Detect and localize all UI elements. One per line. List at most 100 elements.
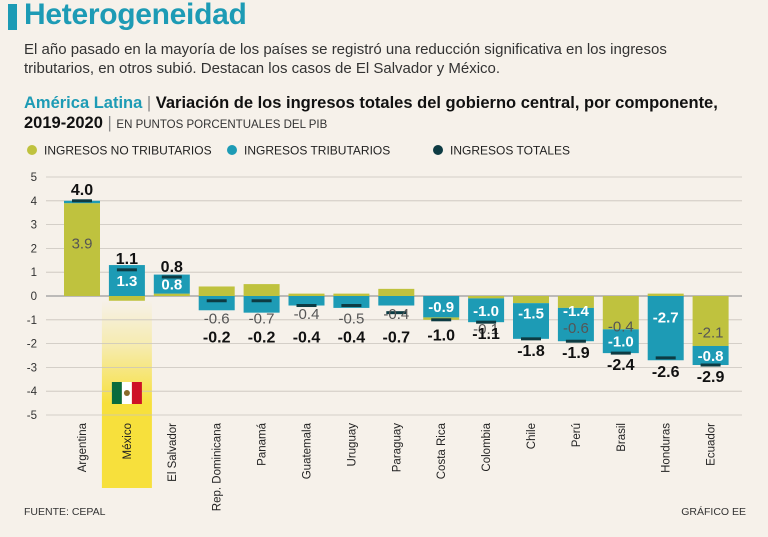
x-tick-label: Ecuador	[706, 423, 718, 466]
label-tributarios: -0.9	[428, 299, 454, 316]
bar-no-tributarios	[468, 296, 505, 299]
legend-tributarios-swatch	[227, 145, 237, 155]
label-tributarios: 1.3	[116, 273, 137, 290]
bar-no-tributarios	[243, 284, 280, 296]
bar-tributarios	[468, 298, 505, 323]
label-total: 4.0	[71, 182, 93, 199]
y-tick-label: 3	[31, 220, 37, 232]
total-marker	[72, 199, 92, 203]
total-marker	[655, 356, 676, 360]
label-total: -0.4	[338, 330, 366, 347]
page-subtitle: El año pasado en la mayoría de los paíse…	[24, 41, 667, 77]
total-marker	[700, 363, 721, 367]
total-marker	[341, 304, 362, 308]
bar-tributarios	[198, 296, 235, 311]
label-total: -2.6	[652, 364, 680, 381]
label-tributarios: -0.6	[204, 311, 230, 328]
bar-tributarios	[423, 296, 460, 318]
x-tick-label: Argentina	[77, 422, 89, 472]
x-tick-label: México	[122, 423, 134, 459]
bar-tributarios	[288, 296, 325, 306]
y-tick-label: -1	[27, 315, 37, 327]
total-marker	[565, 339, 586, 343]
label-total: -2.4	[607, 357, 635, 374]
legend-totales-swatch	[433, 145, 443, 155]
y-tick-label: -2	[27, 339, 37, 351]
chart-region: América Latina	[24, 94, 143, 112]
label-total: -0.4	[293, 330, 321, 347]
label-no-tributarios: -0.6	[563, 320, 589, 337]
y-tick-label: 4	[31, 196, 38, 208]
x-tick-label: Uruguay	[346, 423, 358, 467]
chart-units: EN PUNTOS PORCENTUALES DEL PIB	[116, 119, 328, 131]
x-tick-label: Rep. Dominicana	[212, 422, 224, 511]
label-no-tributarios: -2.1	[698, 325, 724, 342]
x-tick-label: Brasil	[616, 423, 628, 452]
label-tributarios: -0.4	[294, 306, 320, 323]
bar-no-tributarios	[602, 296, 639, 330]
x-tick-label: Paraguay	[391, 423, 403, 472]
x-tick-label: Colombia	[481, 422, 493, 471]
label-no-tributarios: -0.1	[473, 321, 499, 338]
label-total: -0.7	[383, 330, 411, 347]
flag-red-stripe	[131, 382, 142, 404]
label-total: -1.9	[562, 345, 590, 362]
bar-tributarios	[513, 303, 549, 339]
total-marker	[116, 268, 137, 272]
flag-emblem-icon	[123, 390, 130, 396]
x-tick-label: El Salvador	[167, 423, 179, 482]
label-tributarios: -1.0	[473, 303, 499, 320]
bar-no-tributarios	[692, 296, 729, 346]
label-tributarios: -1.0	[608, 334, 634, 351]
y-tick-label: -4	[27, 386, 38, 398]
bar-no-tributarios	[378, 288, 415, 296]
bar-no-tributarios	[288, 293, 325, 296]
y-tick-label: -3	[27, 362, 37, 374]
label-total: -1.8	[517, 343, 545, 360]
y-tick-label: 1	[31, 267, 37, 279]
label-total: -2.9	[697, 369, 725, 386]
heading-separator: |	[146, 94, 152, 112]
flag-green-stripe	[111, 382, 122, 404]
total-marker	[386, 311, 407, 315]
bar-no-tributarios	[647, 293, 684, 296]
total-marker	[521, 337, 541, 341]
bar-tributarios	[153, 274, 190, 294]
label-tributarios: -0.8	[698, 348, 724, 365]
label-tributarios: -1.5	[518, 306, 544, 323]
bar-tributarios	[692, 345, 729, 366]
total-marker	[610, 351, 631, 355]
y-tick-label: 0	[31, 291, 37, 303]
x-tick-label: Honduras	[661, 423, 673, 473]
y-tick-label: -5	[27, 410, 37, 422]
credit-note: GRÁFICO EE	[681, 506, 746, 518]
label-tributarios: -0.4	[383, 306, 409, 323]
total-marker	[206, 299, 227, 303]
x-tick-label: Perú	[571, 423, 583, 447]
x-tick-label: Costa Rica	[436, 422, 448, 479]
label-tributarios: -0.7	[249, 311, 275, 328]
label-no-tributarios: 3.9	[72, 235, 93, 252]
label-total: 1.1	[116, 251, 138, 268]
total-marker	[161, 275, 182, 279]
bar-no-tributarios	[198, 286, 235, 296]
bar-tributarios	[333, 296, 370, 308]
label-total: -0.2	[203, 330, 231, 347]
y-tick-label: 2	[31, 243, 37, 255]
legend-no-tributarios-label: INGRESOS NO TRIBUTARIOS	[44, 144, 212, 158]
bar-no-tributarios	[64, 203, 100, 296]
bar-tributarios	[557, 307, 594, 342]
bar-tributarios	[602, 329, 639, 354]
bar-no-tributarios	[557, 296, 594, 308]
bar-no-tributarios	[513, 296, 549, 304]
heading-separator-2: |	[107, 114, 112, 132]
x-tick-label: Panamá	[257, 422, 269, 465]
y-tick-label: 5	[31, 172, 37, 184]
chart-title: Variación de los ingresos totales del go…	[24, 94, 718, 132]
label-no-tributarios: -0.4	[608, 319, 634, 336]
title-accent-bar	[8, 4, 17, 30]
bar-tributarios	[378, 296, 415, 306]
chart-heading: América Latina | Variación de los ingres…	[24, 93, 724, 135]
label-total: -1.1	[472, 326, 500, 343]
